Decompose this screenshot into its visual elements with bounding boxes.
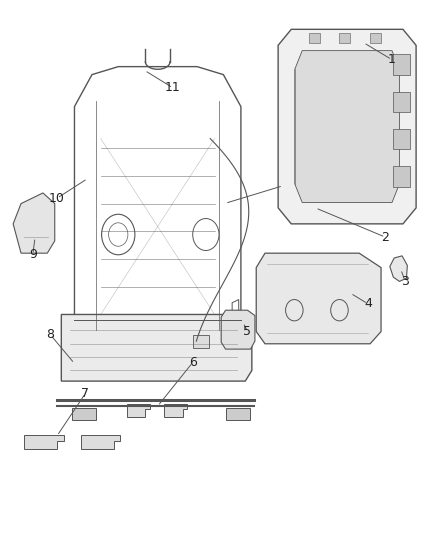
PathPatch shape bbox=[221, 310, 255, 349]
Bar bbox=[370, 33, 381, 43]
Bar bbox=[393, 54, 410, 75]
Bar bbox=[72, 408, 96, 420]
PathPatch shape bbox=[127, 404, 150, 417]
PathPatch shape bbox=[295, 51, 399, 203]
PathPatch shape bbox=[390, 256, 407, 281]
Bar bbox=[393, 92, 410, 112]
Text: 10: 10 bbox=[49, 192, 65, 205]
PathPatch shape bbox=[81, 435, 120, 449]
Text: 11: 11 bbox=[165, 82, 181, 94]
PathPatch shape bbox=[164, 404, 187, 417]
Text: 6: 6 bbox=[189, 356, 197, 369]
Bar bbox=[393, 166, 410, 187]
Text: 8: 8 bbox=[46, 328, 54, 341]
PathPatch shape bbox=[61, 314, 252, 381]
Bar bbox=[309, 33, 320, 43]
PathPatch shape bbox=[13, 193, 55, 253]
PathPatch shape bbox=[24, 435, 64, 449]
Bar bbox=[193, 335, 209, 348]
PathPatch shape bbox=[256, 253, 381, 344]
Bar bbox=[339, 33, 350, 43]
Text: 3: 3 bbox=[401, 275, 409, 288]
Text: 1: 1 bbox=[388, 53, 396, 66]
Bar bbox=[393, 129, 410, 149]
Text: 4: 4 bbox=[364, 297, 372, 310]
Text: 5: 5 bbox=[244, 325, 251, 338]
PathPatch shape bbox=[278, 29, 416, 224]
Bar bbox=[226, 408, 250, 420]
Text: 9: 9 bbox=[29, 248, 37, 261]
Text: 7: 7 bbox=[81, 387, 89, 400]
Text: 2: 2 bbox=[381, 231, 389, 244]
